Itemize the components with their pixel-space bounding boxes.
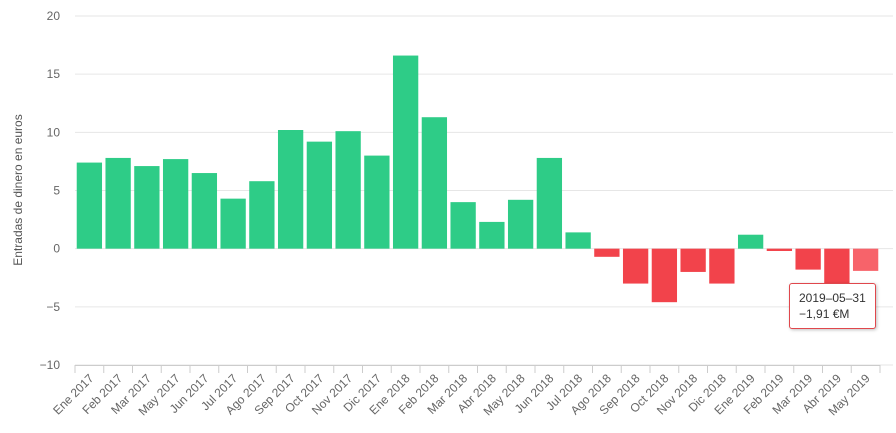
bar-feb-2018[interactable]: [421, 117, 448, 249]
bar-oct-2018[interactable]: [651, 248, 678, 303]
bar-may-2018[interactable]: [507, 199, 534, 249]
x-axis: [74, 365, 881, 373]
bar-feb-2019[interactable]: [766, 248, 793, 251]
bar-nov-2017[interactable]: [335, 131, 361, 249]
bar-mar-2019[interactable]: [795, 248, 821, 270]
bar-feb-2017[interactable]: [105, 157, 131, 249]
bars: [76, 55, 879, 303]
bar-oct-2017[interactable]: [306, 141, 333, 249]
tooltip: 2019–05–31 −1,91 €M: [789, 283, 876, 329]
y-tick-label: −5: [46, 300, 60, 314]
bar-may-2017[interactable]: [162, 159, 189, 249]
bar-may-2019[interactable]: [852, 248, 879, 271]
tooltip-date: 2019–05–31: [799, 291, 866, 305]
y-tick-label: 0: [53, 242, 60, 256]
bar-dic-2018[interactable]: [709, 248, 735, 284]
y-tick-label: 20: [47, 9, 61, 23]
bar-ago-2018[interactable]: [594, 248, 620, 257]
bar-ene-2018[interactable]: [392, 55, 419, 249]
bar-ene-2017[interactable]: [76, 162, 103, 249]
bar-abr-2018[interactable]: [479, 221, 505, 249]
bar-dic-2017[interactable]: [364, 155, 390, 249]
y-tick-label: 5: [53, 184, 60, 198]
y-tick-labels: −10 −5 0 5 10 15 20: [40, 9, 61, 372]
bar-jun-2018[interactable]: [536, 157, 563, 249]
bar-ene-2019[interactable]: [737, 234, 764, 249]
tooltip-value: −1,91 €M: [799, 307, 850, 321]
bar-jul-2017[interactable]: [220, 198, 246, 249]
bar-jun-2017[interactable]: [191, 173, 218, 249]
bar-mar-2017[interactable]: [134, 166, 160, 249]
bar-nov-2018[interactable]: [680, 248, 706, 272]
y-tick-label: 10: [47, 125, 61, 139]
y-axis-label: Entradas de dinero en euros: [11, 114, 25, 265]
y-tick-label: 15: [47, 67, 61, 81]
bar-ago-2017[interactable]: [249, 181, 275, 249]
bar-jul-2018[interactable]: [565, 232, 591, 249]
bar-sep-2018[interactable]: [622, 248, 649, 284]
y-tick-label: −10: [40, 358, 61, 372]
bar-sep-2017[interactable]: [277, 130, 304, 249]
bar-mar-2018[interactable]: [450, 202, 476, 249]
